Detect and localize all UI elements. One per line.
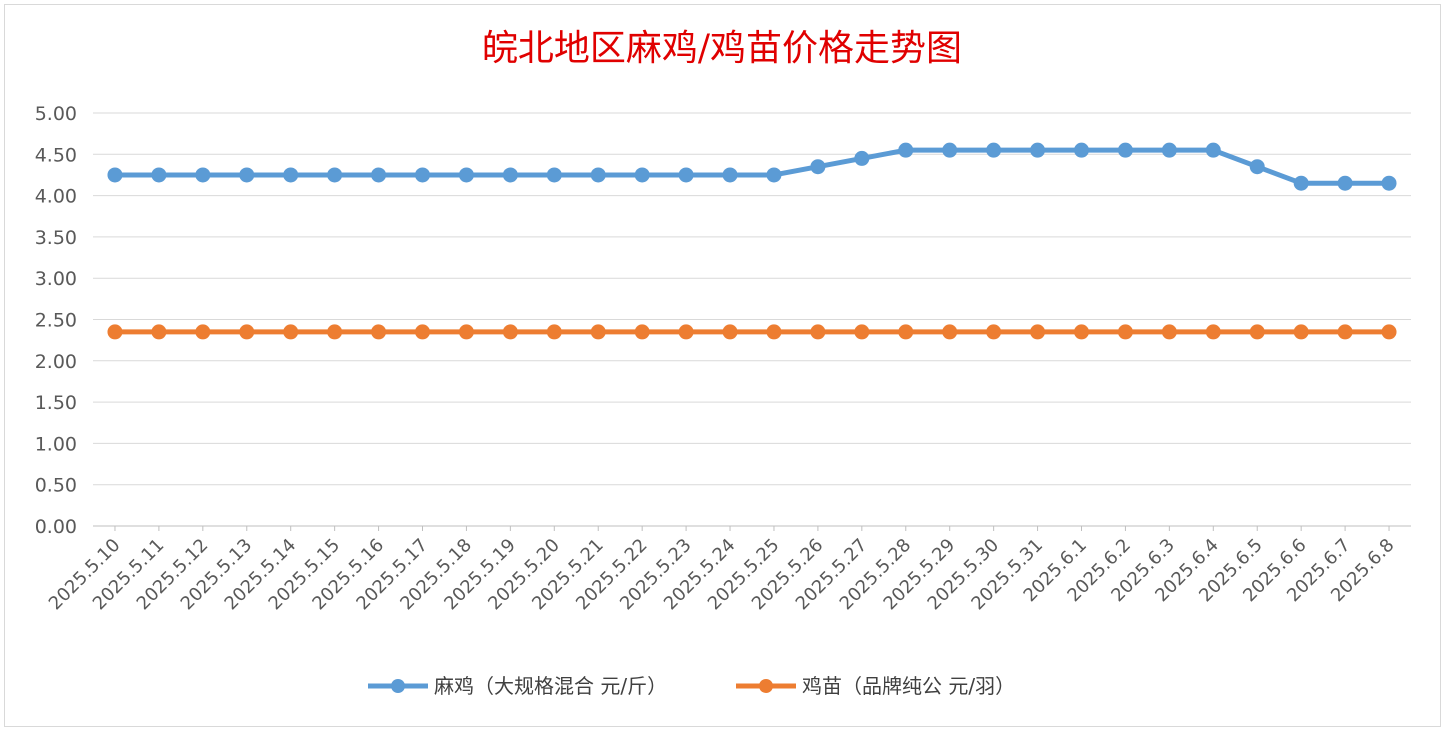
chart-frame [4, 4, 1441, 727]
data-point [1205, 324, 1221, 340]
legend: 麻鸡（大规格混合 元/斤） 鸡苗（品牌纯公 元/羽） [368, 674, 1015, 698]
data-point [678, 324, 694, 340]
data-point [1074, 142, 1089, 158]
data-point [1117, 324, 1133, 340]
data-point [1205, 142, 1221, 158]
legend-label-series-1: 麻鸡（大规格混合 元/斤） [434, 674, 667, 698]
data-point [1074, 324, 1089, 340]
series-line-1 [112, 147, 1392, 186]
data-point [810, 324, 826, 340]
y-tick-label: 3.50 [35, 227, 77, 249]
data-point [371, 167, 387, 183]
data-point [1293, 324, 1309, 340]
y-tick-label: 2.00 [35, 351, 77, 373]
data-point [283, 167, 299, 183]
y-tick-label: 0.00 [35, 516, 77, 538]
data-point [722, 167, 738, 183]
data-point [1337, 175, 1353, 191]
data-point [502, 324, 518, 340]
data-point [151, 167, 167, 183]
data-point [766, 167, 782, 183]
data-point [1249, 324, 1265, 340]
data-point [327, 167, 343, 183]
data-point [854, 150, 870, 166]
data-point [415, 167, 430, 183]
data-point [942, 324, 958, 340]
legend-label-series-2: 鸡苗（品牌纯公 元/羽） [802, 674, 1015, 698]
data-point [766, 324, 782, 340]
data-point [1381, 324, 1397, 340]
data-point [458, 167, 474, 183]
data-point [1381, 175, 1397, 191]
data-point [195, 167, 211, 183]
data-point [898, 142, 914, 158]
data-point [634, 167, 650, 183]
y-tick-label: 4.50 [35, 144, 77, 166]
chart-title: 皖北地区麻鸡/鸡苗价格走势图 [482, 28, 962, 69]
data-point [898, 324, 914, 340]
data-point [678, 167, 694, 183]
data-point [502, 167, 518, 183]
data-point [810, 159, 826, 175]
data-point [634, 324, 650, 340]
series-2 [107, 324, 1397, 340]
x-axis: 2025.5.102025.5.112025.5.122025.5.132025… [45, 526, 1399, 614]
data-point [1293, 175, 1309, 191]
data-point [986, 324, 1002, 340]
data-point [590, 167, 606, 183]
data-point [415, 324, 430, 340]
data-point [942, 142, 958, 158]
data-point [107, 324, 123, 340]
data-point [854, 324, 870, 340]
y-axis: 0.00 0.50 1.00 1.50 2.00 2.50 3.00 3.50 4.00 4.50… [35, 103, 77, 538]
series-group [107, 142, 1397, 340]
data-point [722, 324, 738, 340]
y-tick-label: 2.50 [35, 310, 77, 332]
data-point [327, 324, 343, 340]
data-point [986, 142, 1002, 158]
y-tick-label: 3.00 [35, 268, 77, 290]
y-tick-label: 5.00 [35, 103, 77, 125]
data-point [1249, 159, 1265, 175]
data-point [1161, 324, 1177, 340]
gridlines [93, 112, 1411, 527]
data-point [590, 324, 606, 340]
series-1 [107, 142, 1397, 191]
data-point [239, 167, 255, 183]
legend-marker-series-2 [759, 679, 773, 693]
y-tick-label: 1.50 [35, 392, 77, 414]
y-tick-label: 0.50 [35, 475, 77, 497]
data-point [239, 324, 255, 340]
y-tick-label: 1.00 [35, 433, 77, 455]
data-point [151, 324, 167, 340]
data-point [195, 324, 211, 340]
data-point [1117, 142, 1133, 158]
data-point [371, 324, 387, 340]
data-point [458, 324, 474, 340]
data-point [1030, 142, 1046, 158]
data-point [1337, 324, 1353, 340]
data-point [546, 167, 562, 183]
data-point [546, 324, 562, 340]
data-point [283, 324, 299, 340]
data-point [107, 167, 123, 183]
data-point [1161, 142, 1177, 158]
data-point [1030, 324, 1046, 340]
legend-marker-series-1 [391, 679, 405, 693]
y-tick-label: 4.00 [35, 186, 77, 208]
